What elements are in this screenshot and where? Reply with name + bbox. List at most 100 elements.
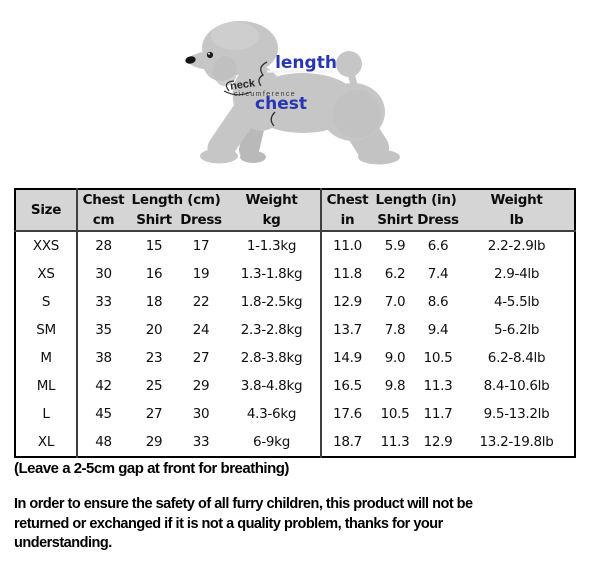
header-chest-cm: Chest [77, 189, 129, 210]
header-unit-cm: cm [77, 210, 129, 232]
cell-chest-in: 11.0 [333, 238, 362, 254]
cell-dress-in: 8.6 [427, 294, 449, 310]
cell-weight-lb: 2.2-2.9lb [487, 238, 546, 254]
cell-size: S [15, 288, 78, 316]
cell-shirt-in: 10.5 [380, 406, 410, 422]
cell-shirt-cm: 27 [145, 406, 163, 422]
table-row: L 45 27 30 4.3-6kg 17.6 10.5 11.7 9.5-13.2lb [15, 400, 575, 428]
header-length-cm: Length (cm) [129, 189, 223, 210]
cell-weight-lb: 9.5-13.2lb [483, 406, 550, 422]
cell-shirt-in: 11.3 [380, 434, 410, 450]
table-row: XXS 28 15 17 1-1.3kg 11.0 5.9 6.6 2.2-2.9lb [15, 231, 575, 260]
cell-weight-kg: 1.8-2.5kg [223, 288, 322, 316]
cell-size: XXS [15, 231, 78, 260]
cell-shirt-in: 7.0 [384, 294, 406, 310]
dog-tail-pom [336, 51, 362, 77]
cell-dress-in: 11.3 [423, 378, 453, 394]
cell-shirt-in: 9.8 [384, 378, 406, 394]
cell-shirt-cm: 18 [145, 294, 163, 310]
cell-dress-cm: 17 [192, 238, 210, 254]
table-row: SM 35 20 24 2.3-2.8kg 13.7 7.8 9.4 5-6.2lb [15, 316, 575, 344]
cell-chest-cm: 42 [95, 378, 112, 394]
cell-dress-in: 6.6 [427, 238, 449, 254]
cell-chest-in: 18.7 [333, 434, 362, 450]
cell-dress-cm: 22 [192, 294, 210, 310]
neck-label: neck [229, 77, 256, 92]
measurement-labels: length neck circumference chest [229, 53, 337, 114]
header-unit-in: in [321, 210, 373, 232]
cell-chest-cm: 33 [95, 294, 112, 310]
cell-dress-cm: 29 [192, 378, 210, 394]
header-size: Size [15, 189, 78, 232]
cell-chest-in: 12.9 [333, 294, 362, 310]
size-chart-table: Size Chest Length (cm) Weight Chest Leng… [14, 188, 577, 458]
cell-shirt-cm: 29 [145, 434, 163, 450]
dog-ear [213, 56, 237, 86]
header-shirt-cm: Shirt [129, 210, 179, 232]
measurement-marks [223, 61, 335, 127]
cell-chest-cm: 38 [95, 350, 112, 366]
cell-weight-lb: 2.9-4lb [493, 266, 540, 282]
cell-chest-cm: 30 [95, 266, 112, 282]
header-unit-kg: kg [223, 210, 322, 232]
chest-measure-curve [270, 111, 276, 127]
cell-weight-lb: 6.2-8.4lb [487, 350, 546, 366]
cell-weight-kg: 2.8-3.8kg [223, 344, 322, 372]
header-weight-kg: Weight [223, 189, 322, 210]
cell-shirt-in: 9.0 [384, 350, 406, 366]
dog-figure [185, 21, 400, 165]
dog-illustration-svg: length neck circumference chest [185, 21, 400, 165]
header-chest-in: Chest [321, 189, 373, 210]
header-weight-lb: Weight [459, 189, 576, 210]
dog-eye [206, 51, 214, 59]
dog-nose [185, 56, 196, 64]
cell-dress-cm: 33 [192, 434, 210, 450]
cell-dress-in: 10.5 [423, 350, 453, 366]
breathing-gap-note: (Leave a 2-5cm gap at front for breathin… [14, 460, 289, 477]
cell-chest-cm: 35 [95, 322, 112, 338]
dog-measurement-illustration: length neck circumference chest [183, 8, 433, 168]
cell-size: XL [15, 428, 78, 457]
cell-size: XS [15, 260, 78, 288]
cell-weight-kg: 4.3-6kg [223, 400, 322, 428]
cell-shirt-in: 7.8 [384, 322, 406, 338]
cell-size: ML [15, 372, 78, 400]
cell-chest-in: 14.9 [333, 350, 362, 366]
cell-dress-cm: 27 [192, 350, 210, 366]
cell-weight-kg: 6-9kg [223, 428, 322, 457]
table-header: Size Chest Length (cm) Weight Chest Leng… [15, 189, 576, 232]
cell-weight-kg: 1.3-1.8kg [223, 260, 322, 288]
cell-size: M [15, 344, 78, 372]
table-row: XL 48 29 33 6-9kg 18.7 11.3 12.9 13.2-19.8lb [15, 428, 575, 457]
cell-chest-in: 11.8 [333, 266, 362, 282]
cell-dress-in: 9.4 [427, 322, 449, 338]
header-dress-in: Dress [417, 210, 459, 232]
cell-shirt-cm: 16 [145, 266, 163, 282]
cell-dress-cm: 30 [192, 406, 210, 422]
cell-dress-in: 12.9 [423, 434, 453, 450]
cell-dress-in: 11.7 [423, 406, 453, 422]
cell-dress-in: 7.4 [427, 266, 449, 282]
header-unit-lb: lb [459, 210, 576, 232]
circumference-label: circumference [234, 91, 296, 98]
cell-dress-cm: 19 [192, 266, 210, 282]
cell-shirt-in: 6.2 [384, 266, 406, 282]
neck-measure-curve [258, 61, 268, 87]
cell-shirt-in: 5.9 [384, 238, 406, 254]
cell-shirt-cm: 25 [145, 378, 163, 394]
cell-chest-cm: 45 [95, 406, 112, 422]
cell-chest-cm: 48 [95, 434, 112, 450]
cell-shirt-cm: 23 [145, 350, 163, 366]
cell-chest-cm: 28 [95, 238, 112, 254]
cell-chest-in: 16.5 [333, 378, 362, 394]
cell-weight-kg: 2.3-2.8kg [223, 316, 322, 344]
header-length-in: Length (in) [373, 189, 460, 210]
cell-weight-kg: 3.8-4.8kg [223, 372, 322, 400]
cell-weight-lb: 8.4-10.6lb [483, 378, 550, 394]
return-policy-note: In order to ensure the safety of all fur… [14, 496, 473, 551]
cell-dress-cm: 24 [192, 322, 210, 338]
cell-chest-in: 13.7 [333, 322, 362, 338]
chest-label: chest [255, 94, 307, 114]
table-row: XS 30 16 19 1.3-1.8kg 11.8 6.2 7.4 2.9-4lb [15, 260, 575, 288]
